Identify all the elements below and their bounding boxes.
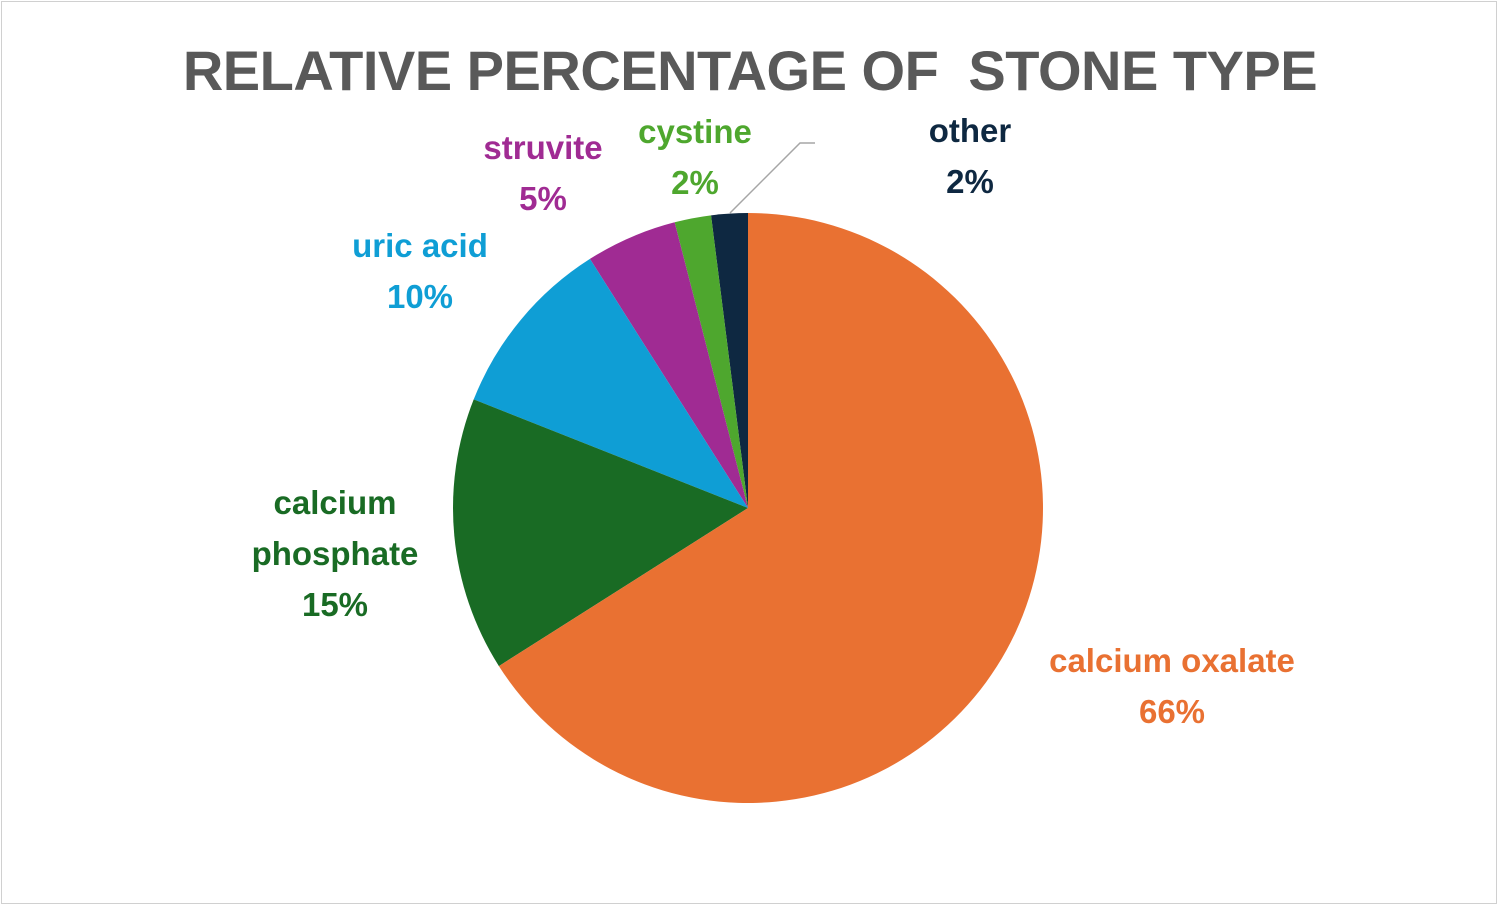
value-label: 2% [671, 164, 719, 201]
data-label: uric acid 10% [290, 220, 550, 322]
category-label: calcium oxalate [1049, 642, 1295, 679]
pie-slice [452, 399, 748, 667]
category-label: other [928, 112, 1012, 149]
value-label: 10% [386, 278, 454, 315]
pie-slice [473, 258, 748, 508]
category-label: calcium phosphate [251, 484, 419, 572]
value-label: 66% [1138, 693, 1206, 730]
data-label: calcium phosphate 15% [225, 477, 445, 630]
category-label: struvite [483, 129, 603, 166]
leader-line [729, 142, 815, 214]
pie-slice [498, 213, 1044, 804]
data-label: other 2% [870, 105, 1070, 207]
category-label: uric acid [352, 227, 488, 264]
category-label: cystine [638, 113, 752, 150]
value-label: 2% [946, 163, 994, 200]
pie-slice [711, 213, 748, 508]
pie-slice [589, 222, 748, 508]
data-label: cystine 2% [595, 106, 795, 208]
data-label: struvite 5% [443, 122, 643, 224]
chart-title: RELATIVE PERCENTAGE OF STONE TYPE [182, 39, 1318, 102]
value-label: 15% [301, 586, 369, 623]
pie-slice [674, 215, 748, 508]
data-label: calcium oxalate 66% [1007, 635, 1337, 737]
value-label: 5% [519, 180, 567, 217]
